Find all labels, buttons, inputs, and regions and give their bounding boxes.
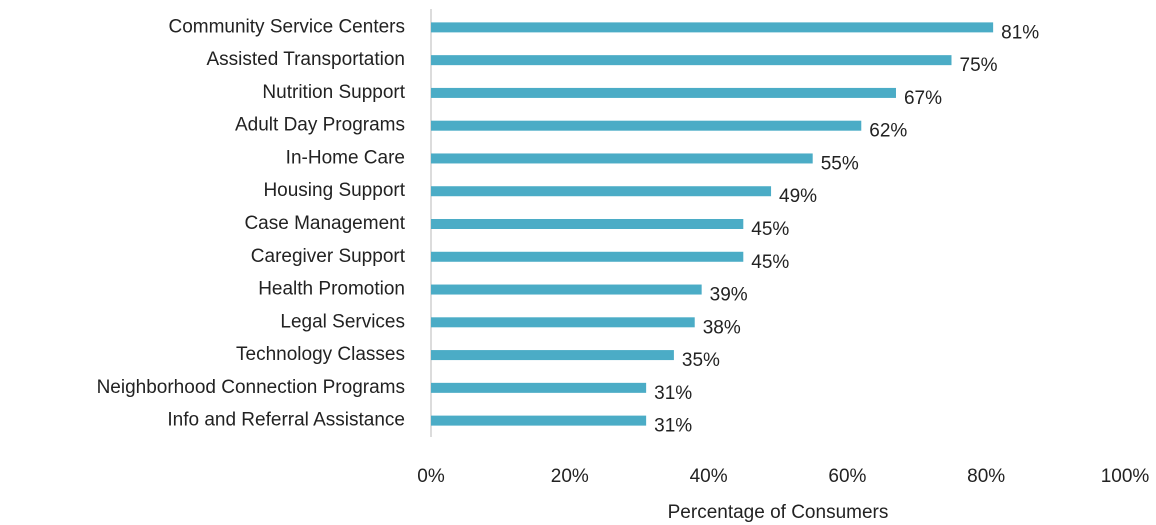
bar [431,382,647,393]
value-label: 39% [710,285,748,306]
x-tick-label: 0% [417,466,445,487]
bar [431,55,952,66]
x-tick-label: 100% [1101,466,1150,487]
bar [431,186,772,197]
value-label: 49% [779,186,817,207]
y-tick-label: Info and Referral Assistance [167,410,405,431]
bar [431,153,813,164]
bar [431,251,744,262]
y-tick-label: Legal Services [280,311,405,332]
value-label: 67% [904,88,942,109]
value-label: 45% [751,219,789,240]
value-label: 38% [703,317,741,338]
y-tick-label: Health Promotion [258,279,405,300]
y-tick-label: Adult Day Programs [235,115,405,136]
x-axis-title: Percentage of Consumers [668,502,889,523]
y-tick-label: Technology Classes [236,344,405,365]
bar [431,350,674,361]
value-label: 31% [654,416,692,437]
value-label: 45% [751,252,789,273]
x-tick-label: 20% [551,466,589,487]
bar [431,219,744,229]
y-tick-label: In-Home Care [286,147,405,168]
bar [431,317,695,328]
value-label: 62% [869,121,907,142]
x-tick-label: 40% [690,466,728,487]
bar [431,415,647,426]
value-label: 31% [654,383,692,404]
x-tick-label: 80% [967,466,1005,487]
y-tick-label: Case Management [244,213,405,234]
y-tick-label: Nutrition Support [262,82,405,103]
y-tick-label: Assisted Transportation [206,49,405,70]
bar [431,22,994,33]
y-tick-label: Community Service Centers [168,16,405,37]
bar [431,87,896,98]
bar [431,120,862,131]
y-tick-label: Caregiver Support [251,246,406,267]
value-label: 81% [1001,22,1039,43]
x-tick-label: 60% [828,466,866,487]
value-label: 35% [682,350,720,371]
bar [431,284,702,295]
y-tick-label: Housing Support [263,180,405,201]
value-label: 55% [821,153,859,174]
value-label: 75% [960,55,998,76]
y-tick-label: Neighborhood Connection Programs [97,377,405,398]
